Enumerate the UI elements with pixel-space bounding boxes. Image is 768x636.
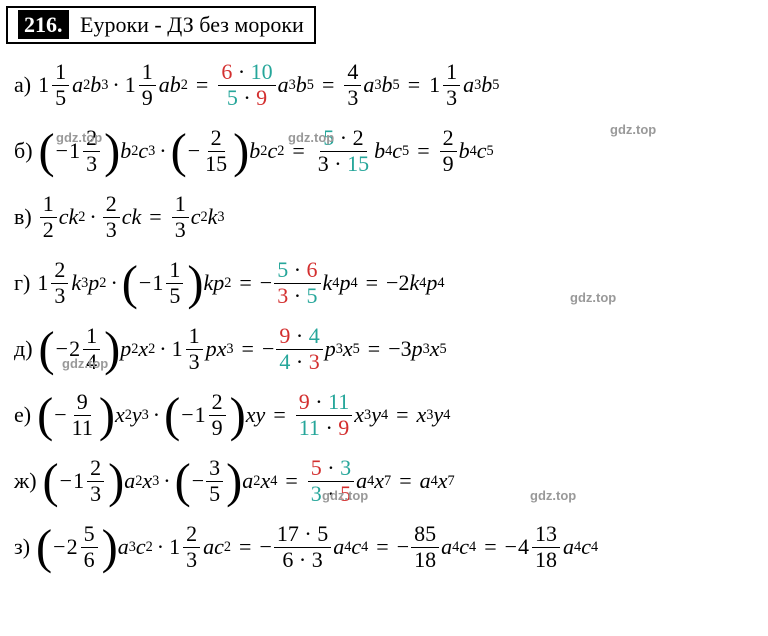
watermark: gdz.top	[56, 130, 102, 145]
label-zh: ж)	[14, 468, 37, 494]
line-v: в) 12 ck2 · 23 ck = 13 c2k3	[0, 184, 768, 250]
line-zh: ж) −123 a2x3 · −35 a2x4 = 5 · 33 · 5 a4x…	[0, 448, 768, 514]
line-e: е) −911 x2y3 · −129 xy = 9 · 1111 · 9 x3…	[0, 382, 768, 448]
label-e: е)	[14, 402, 31, 428]
problem-number: 216.	[18, 10, 69, 39]
line-g: г) 123 k3p2 · −115 kp2 = − 5 · 63 · 5 k4…	[0, 250, 768, 316]
label-z: з)	[14, 534, 30, 560]
watermark: gdz.top	[570, 290, 616, 305]
watermark: gdz.top	[322, 488, 368, 503]
label-g: г)	[14, 270, 30, 296]
label-v: в)	[14, 204, 32, 230]
line-a: а) 115 a2b3 · 119 ab2 = 6 · 105 · 9 a3b5…	[0, 52, 768, 118]
header-box: 216. Еуроки - ДЗ без мороки	[6, 6, 316, 44]
line-d: д) −214 p2x2 · 113 px3 = − 9 · 44 · 3 p3…	[0, 316, 768, 382]
label-b: б)	[14, 138, 33, 164]
watermark: gdz.top	[530, 488, 576, 503]
watermark: gdz.top	[62, 356, 108, 371]
watermark: gdz.top	[288, 130, 334, 145]
line-z: з) −256 a3c2 · 123 ac2 = − 17 · 56 · 3 a…	[0, 514, 768, 580]
label-d: д)	[14, 336, 33, 362]
header-text: Еуроки - ДЗ без мороки	[80, 12, 304, 37]
label-a: а)	[14, 72, 31, 98]
watermark: gdz.top	[610, 122, 656, 137]
